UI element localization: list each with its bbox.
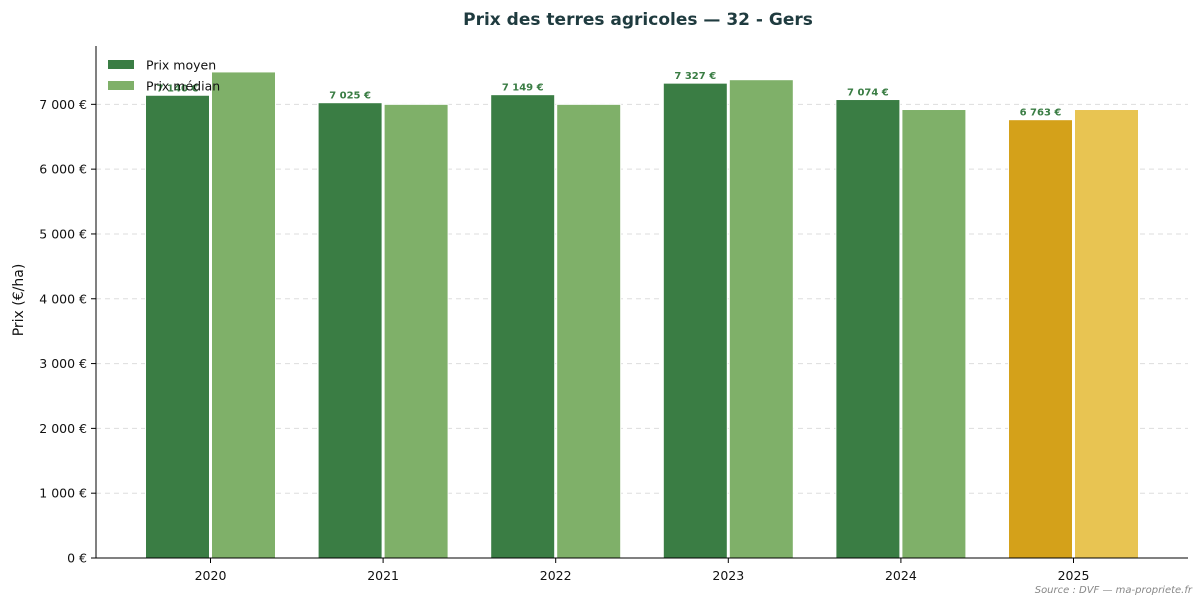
y-axis-label: Prix (€/ha)	[11, 264, 27, 337]
bar-prix-median	[556, 103, 622, 559]
y-ticks-group: 0 € 1 000 € 2 000 € 3 000 € 4 000 € 5 000 € 6 …	[39, 97, 96, 566]
x-tick-label: 2025	[1058, 568, 1090, 583]
legend: Prix moyen Prix médian	[108, 58, 220, 94]
legend-swatch	[108, 81, 134, 90]
bar-prix-moyen	[662, 82, 728, 559]
y-tick-label: 7 000 €	[39, 97, 87, 112]
y-tick-label: 5 000 €	[39, 226, 87, 241]
y-tick-label: 6 000 €	[39, 162, 87, 177]
bar-prix-moyen	[317, 102, 383, 559]
bar-prix-median	[383, 103, 449, 559]
legend-swatch	[108, 60, 134, 69]
source-text: Source : DVF — ma-propriete.fr	[1035, 585, 1193, 596]
y-tick-label: 1 000 €	[39, 486, 87, 501]
legend-label: Prix moyen	[146, 58, 216, 73]
chart-title: Prix des terres agricoles — 32 - Gers	[463, 10, 813, 30]
data-label-prix-moyen: 7 140 €	[157, 83, 199, 94]
axes-group	[95, 46, 1188, 559]
y-tick-label: 4 000 €	[39, 291, 87, 306]
x-tick-label: 2021	[367, 568, 399, 583]
bar-prix-median	[1074, 109, 1139, 559]
x-tick-label: 2022	[540, 568, 572, 583]
data-label-prix-moyen: 7 074 €	[847, 88, 889, 99]
x-ticks-group: 2020 2021 2022 2023 2024 2025	[195, 558, 1090, 583]
x-tick-label: 2023	[712, 568, 744, 583]
x-tick-label: 2020	[195, 568, 227, 583]
legend-label: Prix médian	[146, 79, 220, 94]
bar-prix-moyen	[1008, 119, 1073, 559]
y-tick-label: 2 000 €	[39, 421, 87, 436]
bar-prix-median	[901, 109, 967, 559]
bar-prix-moyen	[835, 99, 901, 559]
grid-lines	[96, 103, 1188, 494]
bar-prix-moyen	[145, 94, 210, 559]
bar-prix-median	[211, 71, 276, 559]
data-labels-group: 7 140 € 7 025 € 7 149 € 7 327 € 7 074 € 6 763…	[157, 71, 1062, 119]
bar-prix-median	[728, 79, 794, 559]
data-label-prix-moyen: 7 149 €	[502, 83, 544, 94]
bars-group	[145, 71, 1139, 559]
data-label-prix-moyen: 6 763 €	[1020, 108, 1062, 119]
x-tick-label: 2024	[885, 568, 917, 583]
data-label-prix-moyen: 7 025 €	[329, 91, 371, 102]
data-label-prix-moyen: 7 327 €	[674, 71, 716, 82]
y-tick-label: 3 000 €	[39, 356, 87, 371]
y-tick-label: 0 €	[67, 551, 87, 566]
bar-prix-moyen	[490, 94, 556, 559]
